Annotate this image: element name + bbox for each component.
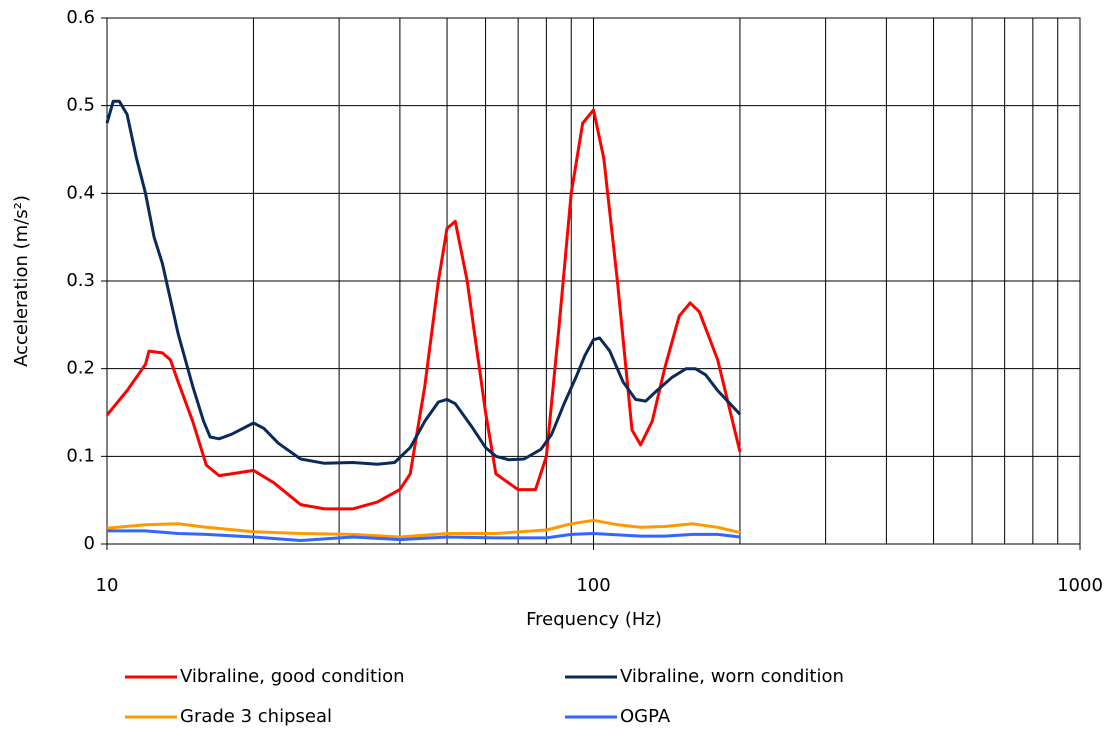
legend-label: Vibraline, good condition: [180, 666, 405, 687]
x-axis-label: Frequency (Hz): [526, 609, 662, 630]
y-tick-label: 0.1: [66, 445, 95, 466]
y-tick-label: 0.6: [66, 7, 95, 28]
x-tick-label: 100: [576, 575, 610, 596]
plot-frame: [106, 17, 1081, 545]
y-tick-label: 0.5: [66, 95, 95, 116]
x-tick-label: 10: [96, 575, 119, 596]
line: [107, 529, 741, 542]
line: [105, 108, 742, 511]
legend-label: Grade 3 chipseal: [180, 706, 332, 727]
line: [105, 99, 742, 466]
y-tick-label: 0.4: [66, 182, 95, 203]
y-axis-label: Acceleration (m/s²): [11, 195, 32, 367]
legend-label: Vibraline, worn condition: [620, 666, 844, 687]
line: [106, 518, 741, 539]
y-tick-label: 0.3: [66, 270, 95, 291]
y-tick-label: 0.2: [66, 358, 95, 379]
legend-label: OGPA: [620, 706, 671, 727]
x-tick-label: 1000: [1057, 575, 1103, 596]
y-tick-label: 0: [84, 533, 95, 554]
